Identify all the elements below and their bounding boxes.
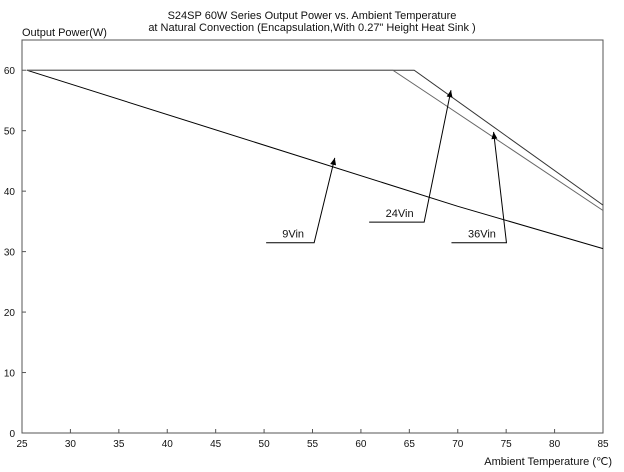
y-tick-label: 50 (4, 127, 16, 138)
x-tick-label: 55 (307, 439, 319, 450)
y-tick-label: 10 (4, 369, 16, 380)
x-tick-label: 75 (501, 439, 513, 450)
chart-subtitle: at Natural Convection (Encapsulation,Wit… (148, 22, 475, 34)
x-tick-label: 85 (597, 439, 609, 450)
y-axis-title: Output Power(W) (22, 27, 107, 39)
x-tick-label: 45 (210, 439, 222, 450)
x-tick-label: 50 (259, 439, 271, 450)
x-tick-label: 60 (355, 439, 367, 450)
x-tick-label: 65 (404, 439, 416, 450)
arrowhead-icon (446, 90, 453, 98)
arrowhead-icon (330, 157, 337, 166)
y-tick-label: 0 (9, 429, 15, 440)
plot-frame (21, 39, 604, 434)
series-lines (26, 69, 604, 250)
x-axis: 25 30 35 40 45 50 55 60 65 70 75 80 85 (16, 429, 609, 450)
chart-title: S24SP 60W Series Output Power vs. Ambien… (168, 10, 457, 22)
annotation-label-36vin: 36Vin (468, 229, 496, 241)
series-annotations: 9Vin 24Vin 36Vin (266, 90, 508, 244)
y-tick-label: 40 (4, 187, 16, 198)
x-tick-label: 35 (113, 439, 125, 450)
x-tick-label: 40 (162, 439, 174, 450)
x-axis-title: Ambient Temperature (℃) (484, 456, 612, 468)
y-tick-label: 30 (4, 248, 16, 259)
annotation-leader-9vin (266, 157, 336, 244)
y-axis: 0 10 20 30 40 50 60 (4, 66, 26, 440)
y-tick-label: 60 (4, 66, 16, 77)
series-line-9vin (26, 69, 604, 250)
annotation-label-24vin: 24Vin (386, 208, 414, 220)
annotation-label-9vin: 9Vin (282, 229, 304, 241)
annotation-leader-36vin (451, 131, 508, 244)
x-tick-label: 70 (452, 439, 464, 450)
arrowhead-icon (491, 131, 498, 140)
x-tick-label: 30 (65, 439, 77, 450)
series-line-24vin (26, 69, 604, 206)
series-line-36vin (26, 69, 604, 211)
y-tick-label: 20 (4, 308, 16, 319)
annotation-leader-24vin (369, 90, 452, 223)
x-tick-label: 80 (549, 439, 561, 450)
x-tick-label: 25 (16, 439, 28, 450)
